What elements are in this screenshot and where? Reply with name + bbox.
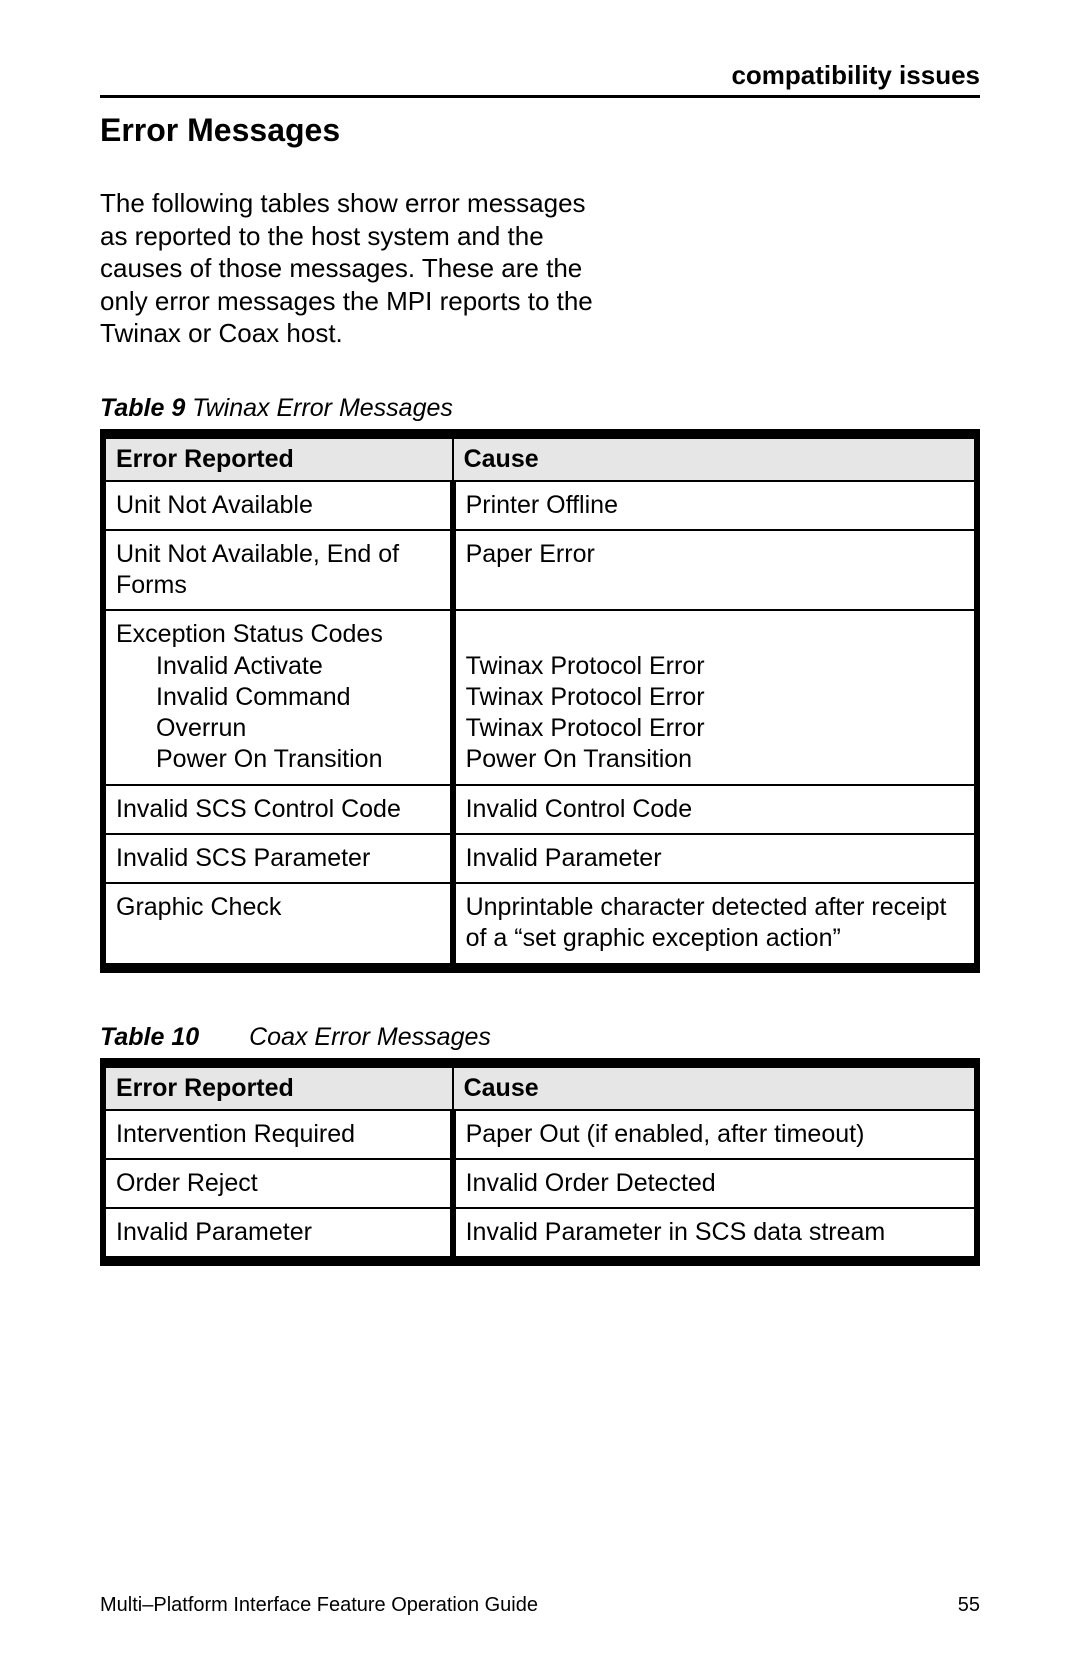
table-row: Graphic CheckUnprintable character detec… — [103, 883, 977, 968]
table-cell: Unit Not Available, End of Forms — [103, 530, 453, 611]
table-cell: Paper Out (if enabled, after timeout) — [453, 1110, 977, 1159]
table-row: Invalid ParameterInvalid Parameter in SC… — [103, 1208, 977, 1261]
footer-doc-title: Multi–Platform Interface Feature Operati… — [100, 1594, 538, 1617]
error-table: Error ReportedCauseIntervention Required… — [100, 1058, 980, 1267]
table-cell: Order Reject — [103, 1159, 453, 1208]
section-title: Error Messages — [100, 112, 980, 149]
tables-container: Table 9 Twinax Error Messages Error Repor… — [100, 394, 980, 1267]
table-cell: Paper Error — [453, 530, 977, 611]
table-caption: Table 9 Twinax Error Messages — [100, 394, 980, 423]
table-row: Exception Status CodesInvalid ActivateIn… — [103, 610, 977, 784]
table-row: Invalid SCS ParameterInvalid Parameter — [103, 834, 977, 883]
table-cell: Exception Status CodesInvalid ActivateIn… — [103, 610, 453, 784]
table-header-cell: Cause — [453, 434, 977, 481]
table-row: Order RejectInvalid Order Detected — [103, 1159, 977, 1208]
table-header-cell: Cause — [453, 1063, 977, 1110]
table-cell: Invalid Parameter — [103, 1208, 453, 1261]
table-cell: Invalid Parameter — [453, 834, 977, 883]
error-table: Error ReportedCauseUnit Not AvailablePri… — [100, 429, 980, 973]
footer-page-number: 55 — [958, 1594, 980, 1617]
table-header-cell: Error Reported — [103, 1063, 453, 1110]
running-header: compatibility issues — [100, 60, 980, 98]
table-cell: Invalid Order Detected — [453, 1159, 977, 1208]
table-cell: Graphic Check — [103, 883, 453, 968]
table-caption: Table 10 Coax Error Messages — [100, 1023, 980, 1052]
table-cell: Twinax Protocol ErrorTwinax Protocol Err… — [453, 610, 977, 784]
table-cell: Invalid SCS Parameter — [103, 834, 453, 883]
table-cell: Intervention Required — [103, 1110, 453, 1159]
table-cell: Unit Not Available — [103, 481, 453, 530]
table-cell: Invalid Control Code — [453, 785, 977, 834]
table-header-cell: Error Reported — [103, 434, 453, 481]
table-row: Intervention RequiredPaper Out (if enabl… — [103, 1110, 977, 1159]
table-cell: Unprintable character detected after rec… — [453, 883, 977, 968]
table-row: Invalid SCS Control CodeInvalid Control … — [103, 785, 977, 834]
table-cell: Printer Offline — [453, 481, 977, 530]
table-cell: Invalid SCS Control Code — [103, 785, 453, 834]
page-footer: Multi–Platform Interface Feature Operati… — [100, 1594, 980, 1617]
table-cell: Invalid Parameter in SCS data stream — [453, 1208, 977, 1261]
intro-paragraph: The following tables show error messages… — [100, 187, 620, 350]
table-row: Unit Not AvailablePrinter Offline — [103, 481, 977, 530]
table-row: Unit Not Available, End of FormsPaper Er… — [103, 530, 977, 611]
